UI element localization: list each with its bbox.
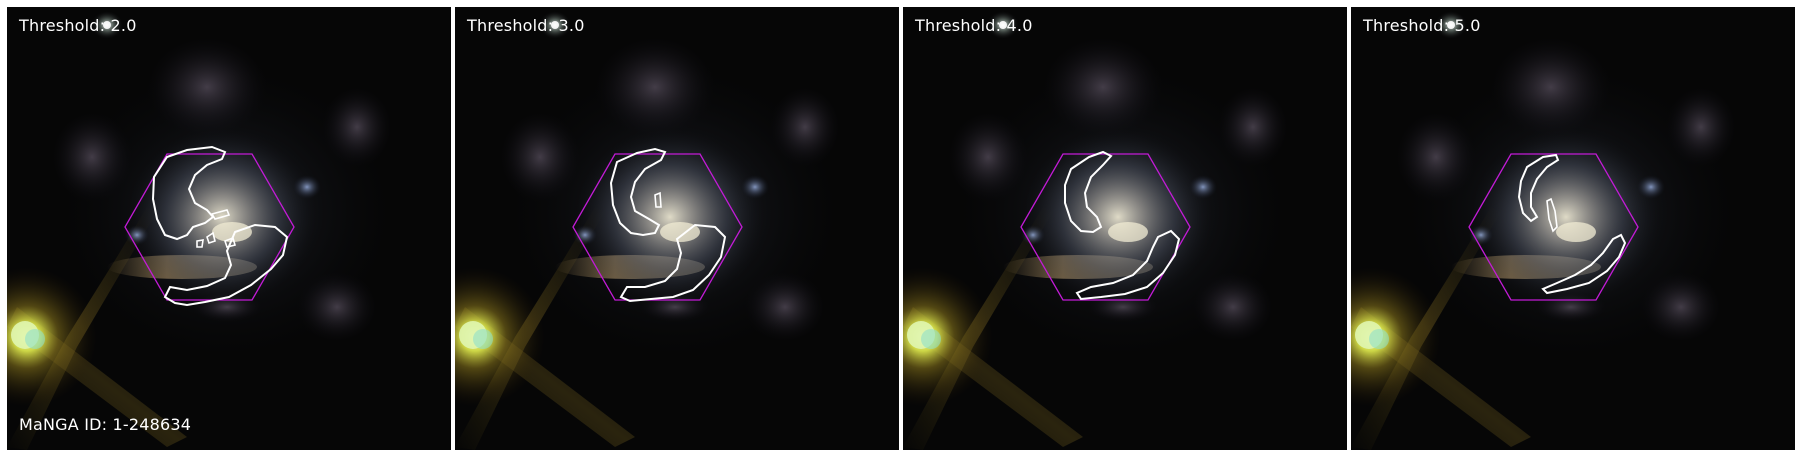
galaxy-image xyxy=(903,7,1347,450)
galaxy-image xyxy=(455,7,899,450)
threshold-label: Threshold: 4.0 xyxy=(915,16,1033,35)
panel-threshold-2: Threshold: 2.0 MaNGA ID: 1-248634 xyxy=(7,7,451,450)
galaxy-image xyxy=(7,7,451,450)
contour-outline xyxy=(1075,229,1181,301)
threshold-label: Threshold: 3.0 xyxy=(467,16,585,35)
ifu-hexagon xyxy=(124,153,295,301)
contour-outline xyxy=(619,223,727,303)
contour-outline xyxy=(210,209,231,220)
contour-outline xyxy=(609,147,667,237)
ifu-hexagon xyxy=(1020,153,1191,301)
contour-outline xyxy=(151,145,227,241)
ifu-hexagon xyxy=(572,153,743,301)
ifu-hexagon xyxy=(1468,153,1639,301)
contour-outline xyxy=(163,223,289,307)
panel-threshold-5: Threshold: 5.0 xyxy=(1351,7,1795,450)
contour-outline xyxy=(1541,233,1627,295)
contour-outline xyxy=(654,191,662,208)
contour-outline xyxy=(1517,153,1560,223)
contour-outline xyxy=(223,236,236,248)
contour-outline xyxy=(206,231,216,245)
panel-threshold-3: Threshold: 3.0 xyxy=(455,7,899,450)
contour-outline xyxy=(1546,197,1558,233)
contour-outline xyxy=(196,239,204,248)
panel-threshold-4: Threshold: 4.0 xyxy=(903,7,1347,450)
contour-outline xyxy=(1064,150,1113,234)
galaxy-image xyxy=(1351,7,1795,450)
manga-id-label: MaNGA ID: 1-248634 xyxy=(19,415,192,434)
threshold-label: Threshold: 5.0 xyxy=(1363,16,1481,35)
threshold-label: Threshold: 2.0 xyxy=(19,16,137,35)
